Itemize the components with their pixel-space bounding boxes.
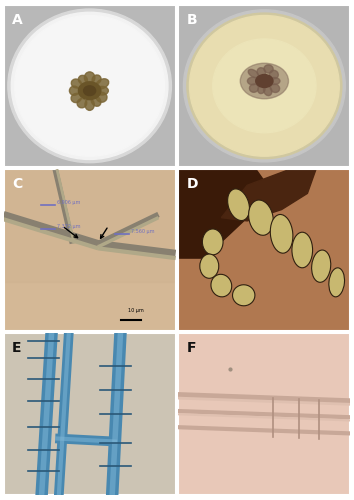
Ellipse shape <box>71 79 81 88</box>
Ellipse shape <box>11 12 168 160</box>
Ellipse shape <box>96 92 107 102</box>
Ellipse shape <box>247 77 258 85</box>
Ellipse shape <box>269 70 278 79</box>
Ellipse shape <box>69 86 79 96</box>
Bar <box>4 169 176 282</box>
Ellipse shape <box>292 232 313 268</box>
Ellipse shape <box>250 84 258 92</box>
Ellipse shape <box>213 39 316 133</box>
Ellipse shape <box>269 78 280 84</box>
Ellipse shape <box>183 10 345 162</box>
Text: 7.560 μm: 7.560 μm <box>131 229 154 234</box>
Ellipse shape <box>263 86 272 96</box>
Ellipse shape <box>79 82 101 100</box>
Ellipse shape <box>96 86 108 95</box>
Ellipse shape <box>258 85 265 94</box>
Ellipse shape <box>228 189 250 220</box>
Ellipse shape <box>270 214 293 253</box>
Ellipse shape <box>187 13 342 158</box>
Ellipse shape <box>77 98 87 108</box>
Ellipse shape <box>91 96 101 106</box>
Ellipse shape <box>200 254 219 278</box>
Ellipse shape <box>233 285 255 306</box>
Text: F: F <box>187 342 196 355</box>
Ellipse shape <box>84 72 95 84</box>
Ellipse shape <box>15 16 165 156</box>
Ellipse shape <box>257 68 266 76</box>
Text: E: E <box>12 342 22 355</box>
Text: D: D <box>187 177 198 191</box>
Ellipse shape <box>211 274 232 297</box>
Ellipse shape <box>202 229 223 255</box>
Ellipse shape <box>312 250 331 282</box>
Ellipse shape <box>96 79 109 89</box>
Ellipse shape <box>92 75 101 84</box>
Ellipse shape <box>71 94 81 102</box>
Text: 6.906 μm: 6.906 μm <box>57 200 80 205</box>
Ellipse shape <box>256 74 273 88</box>
Ellipse shape <box>189 16 339 156</box>
Ellipse shape <box>270 84 280 92</box>
Text: A: A <box>12 13 23 27</box>
Polygon shape <box>178 169 273 258</box>
Polygon shape <box>221 169 316 221</box>
Ellipse shape <box>84 86 96 96</box>
Ellipse shape <box>248 70 258 78</box>
Ellipse shape <box>249 200 273 235</box>
Text: C: C <box>12 177 22 191</box>
Ellipse shape <box>78 76 87 84</box>
Text: 7.372 μm: 7.372 μm <box>57 224 80 229</box>
Ellipse shape <box>329 268 344 297</box>
Text: 10 μm: 10 μm <box>127 308 143 313</box>
Text: B: B <box>187 13 198 27</box>
Ellipse shape <box>264 65 273 73</box>
Ellipse shape <box>240 63 289 99</box>
Ellipse shape <box>8 9 171 162</box>
Ellipse shape <box>85 99 94 110</box>
